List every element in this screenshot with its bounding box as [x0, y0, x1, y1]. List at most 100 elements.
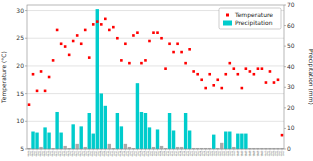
- tick: [57, 149, 58, 151]
- bar: [43, 127, 46, 149]
- point: [253, 73, 256, 76]
- point: [132, 34, 135, 37]
- tick: [225, 149, 226, 151]
- tick: [284, 66, 286, 67]
- point: [156, 31, 159, 34]
- point: [241, 87, 244, 90]
- bar: [244, 134, 247, 149]
- point: [188, 48, 191, 51]
- bar: [35, 133, 38, 149]
- point: [233, 67, 236, 70]
- tick: [105, 149, 106, 151]
- point: [72, 40, 75, 43]
- grid-line: [27, 65, 284, 66]
- tick: [125, 149, 126, 151]
- bar: [100, 93, 103, 149]
- tick-label: 15: [16, 90, 24, 97]
- bar: [88, 113, 91, 149]
- tick: [233, 149, 234, 151]
- tick-label-line: 2015: [282, 151, 285, 156]
- point: [208, 73, 211, 76]
- tick-label: 30: [16, 7, 24, 14]
- bar: [128, 147, 131, 149]
- point: [200, 78, 203, 81]
- tick: [97, 149, 98, 151]
- tick: [149, 149, 150, 151]
- tick: [189, 149, 190, 151]
- bar: [172, 130, 175, 149]
- point: [164, 67, 167, 70]
- tick: [229, 149, 230, 151]
- bar: [236, 134, 239, 149]
- point: [212, 84, 215, 87]
- tick: [284, 5, 286, 6]
- bar: [144, 113, 147, 149]
- tick: [121, 149, 122, 151]
- tick: [253, 149, 254, 151]
- point: [273, 81, 276, 84]
- axes: 5101520253001020304050607008/01201508/03…: [16, 1, 294, 156]
- tick: [109, 149, 110, 151]
- point: [265, 81, 268, 84]
- bar: [232, 147, 235, 149]
- tick: [65, 149, 66, 151]
- bar: [180, 147, 183, 149]
- tick: [265, 149, 266, 151]
- grid: [27, 11, 284, 149]
- legend-label: Precipitation: [235, 19, 273, 27]
- tick: [33, 149, 34, 151]
- bar: [75, 144, 78, 149]
- point: [128, 62, 131, 65]
- bar: [152, 147, 155, 149]
- point: [124, 42, 127, 45]
- tick: [101, 149, 102, 151]
- bar: [228, 132, 231, 149]
- tick: [29, 149, 30, 151]
- point: [237, 73, 240, 76]
- bar: [136, 83, 139, 149]
- point: [76, 34, 79, 37]
- bar: [220, 143, 223, 149]
- point: [228, 62, 231, 65]
- tick: [113, 149, 114, 151]
- tick: [61, 149, 62, 151]
- tick: [177, 149, 178, 151]
- tick: [81, 149, 82, 151]
- legend-label: Temperature: [234, 11, 273, 19]
- tick: [269, 149, 270, 151]
- tick: [221, 149, 222, 151]
- tick: [41, 149, 42, 151]
- tick: [181, 149, 182, 151]
- tick: [25, 121, 27, 122]
- tick: [284, 149, 286, 150]
- tick: [257, 149, 258, 151]
- tick: [85, 149, 86, 151]
- axis-label: Precipitation (mm): [307, 49, 313, 105]
- point: [120, 59, 123, 62]
- bar: [120, 126, 123, 149]
- point: [32, 73, 35, 76]
- bar: [176, 147, 179, 149]
- bar: [156, 129, 159, 149]
- tick: [277, 149, 278, 151]
- point: [28, 103, 31, 106]
- tick-label: 10: [16, 117, 24, 124]
- bar: [71, 124, 74, 149]
- legend-swatch: [223, 21, 232, 26]
- tick: [241, 149, 242, 151]
- bar: [31, 132, 34, 149]
- point: [269, 70, 272, 73]
- tick: [217, 149, 218, 151]
- tick: [89, 149, 90, 151]
- point: [180, 51, 183, 54]
- tick: [25, 38, 27, 39]
- point: [80, 42, 83, 45]
- tick: [25, 65, 27, 66]
- tick: [25, 149, 27, 150]
- point: [36, 90, 39, 93]
- point: [48, 76, 51, 79]
- point: [168, 42, 171, 45]
- tick: [173, 149, 174, 151]
- point: [60, 42, 63, 45]
- tick: [117, 149, 118, 151]
